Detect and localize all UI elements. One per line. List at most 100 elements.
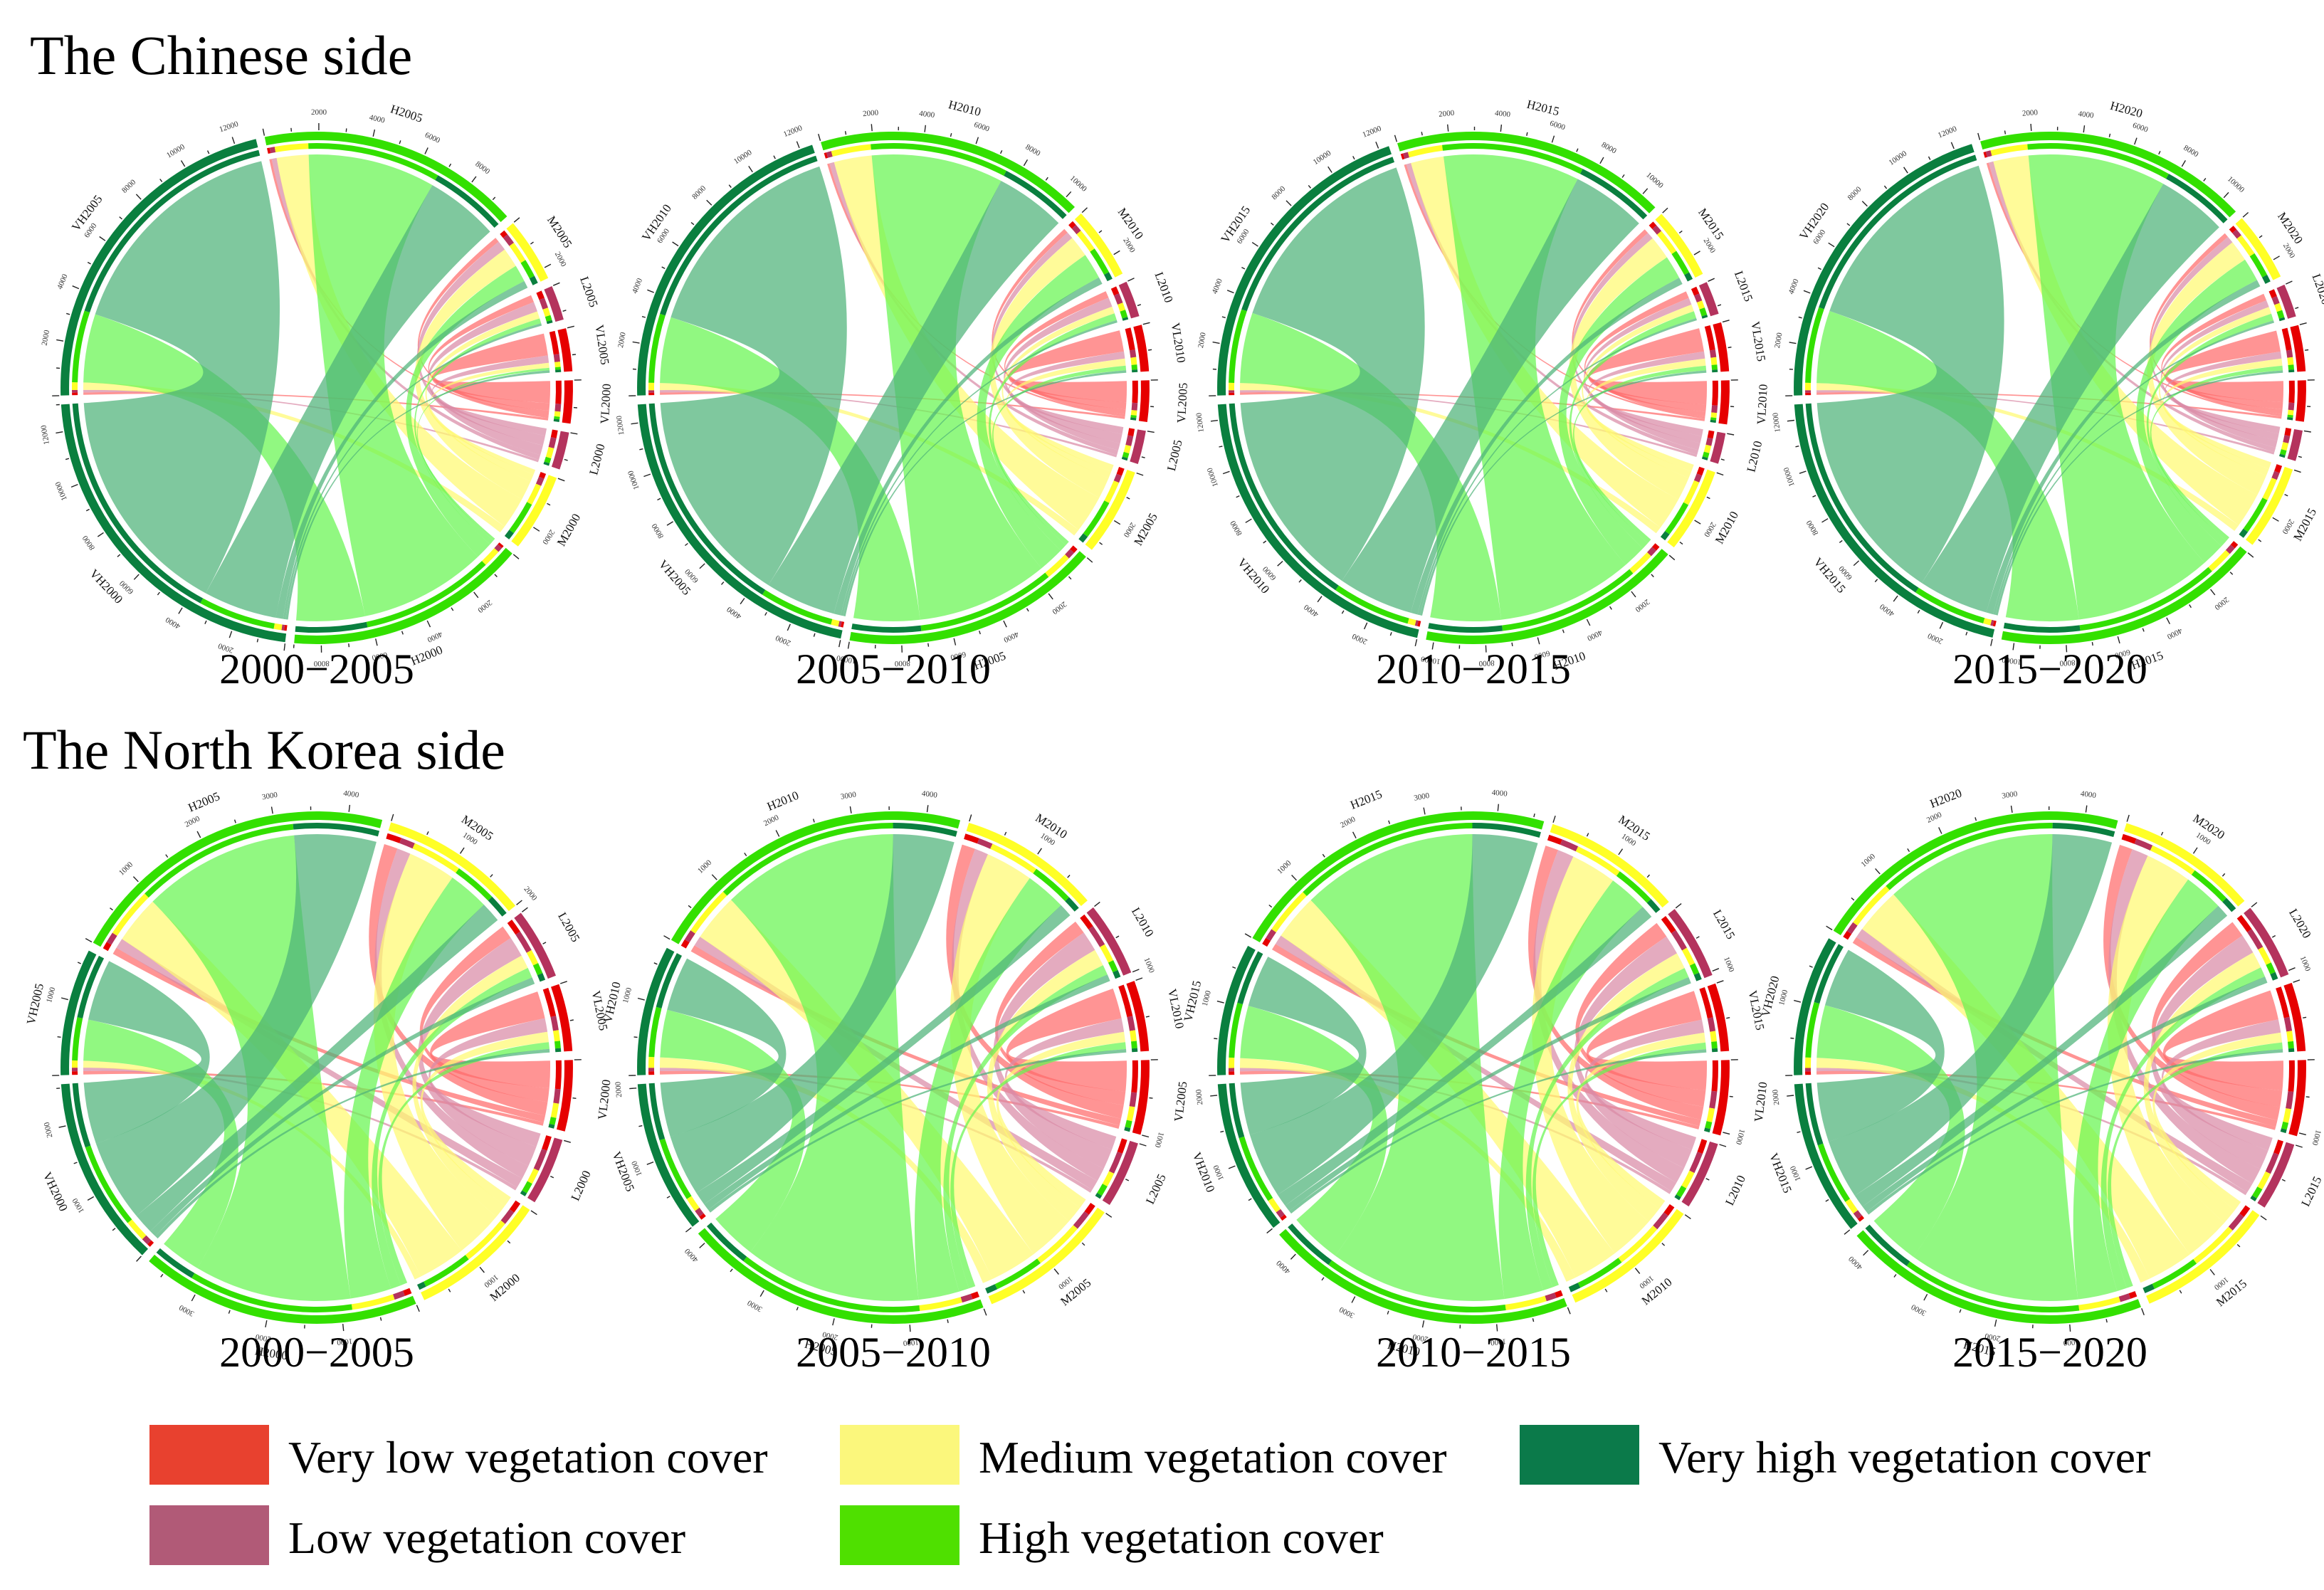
sector-subband xyxy=(72,389,78,393)
axis-tick xyxy=(451,607,454,611)
sector-subband xyxy=(1130,410,1137,416)
axis-tick xyxy=(1081,1242,1085,1246)
axis-tick xyxy=(552,282,560,286)
sector-subband xyxy=(399,838,415,849)
chord-ribbon xyxy=(1816,949,1945,1142)
sector-arc xyxy=(1794,404,1995,638)
sector-subband xyxy=(106,932,117,945)
tick-label: 1000 xyxy=(1734,1128,1746,1146)
sector-subband xyxy=(1505,1295,1547,1310)
axis-tick xyxy=(950,133,952,137)
axis-tick xyxy=(2272,517,2279,522)
sector-subband xyxy=(1130,417,1137,421)
sector-subband xyxy=(2287,357,2294,365)
axis-tick xyxy=(1844,1229,1851,1235)
sector-subband xyxy=(2262,275,2271,284)
sector-subband xyxy=(2286,1091,2294,1110)
axis-tick xyxy=(2066,645,2068,653)
axis-tick xyxy=(775,830,780,837)
axis-tick xyxy=(1661,1243,1666,1246)
sector-subband xyxy=(456,868,493,901)
sector-subband xyxy=(1711,364,1718,370)
tick-label: 3000 xyxy=(840,790,857,801)
sector-subband xyxy=(1845,1199,1858,1213)
chord-ribbon xyxy=(2108,849,2261,1184)
sector-subband xyxy=(1068,221,1076,229)
axis-tick xyxy=(1141,456,1145,458)
axis-tick xyxy=(690,221,695,226)
axis-tick xyxy=(764,611,767,616)
axis-tick xyxy=(191,1294,196,1302)
axis-tick xyxy=(2222,873,2226,877)
chord-ribbon xyxy=(2150,935,2268,1169)
chord-ribbon xyxy=(1816,165,2004,584)
sector-subband xyxy=(520,1190,527,1196)
sector-subband xyxy=(1671,930,1687,951)
sector-subband xyxy=(2274,302,2283,312)
axis-tick xyxy=(1245,518,1252,523)
sector-subband xyxy=(1335,585,1409,624)
axis-tick xyxy=(1266,1228,1273,1234)
chord-ribbon xyxy=(378,1042,550,1285)
sector-arc xyxy=(966,823,1088,906)
sector-subband xyxy=(1691,286,1700,296)
axis-tick xyxy=(685,1227,692,1233)
axis-tick xyxy=(97,532,104,537)
axis-tick xyxy=(1220,1130,1224,1133)
sector-arc xyxy=(1572,1209,1684,1303)
axis-tick xyxy=(533,527,540,532)
sector-arc xyxy=(1980,132,2236,218)
axis-tick xyxy=(643,473,651,478)
axis-tick xyxy=(2298,456,2302,458)
sector-subband xyxy=(144,823,294,898)
axis-tick xyxy=(871,124,873,132)
period-label: 2010−2015 xyxy=(1376,646,1571,693)
period-label: 2005−2010 xyxy=(796,1329,991,1376)
sector-subband xyxy=(550,1102,559,1118)
axis-tick xyxy=(530,1210,537,1216)
sector-subband xyxy=(1110,286,1120,296)
sector-subband xyxy=(72,1017,83,1061)
chord-ribbon xyxy=(700,900,1034,1279)
sector-subband xyxy=(1104,272,1113,282)
sector-subband xyxy=(269,147,276,154)
chord-ribbon xyxy=(2158,307,2271,476)
axis-tick xyxy=(262,128,265,136)
legend-label-medium: Medium vegetation cover xyxy=(979,1432,1447,1483)
axis-tick xyxy=(1147,431,1155,433)
legend-item-very-high: Very high vegetation cover xyxy=(1520,1425,2150,1485)
axis-tick xyxy=(564,1139,571,1143)
sector-subband xyxy=(553,1088,561,1104)
sector-subband xyxy=(412,843,459,873)
sector-subband xyxy=(295,621,368,633)
axis-tick xyxy=(1567,1307,1571,1315)
chord-ribbon xyxy=(2147,242,2266,495)
sector-arc xyxy=(511,475,557,547)
axis-tick xyxy=(2142,628,2145,632)
sector-subband xyxy=(1804,1068,1811,1072)
axis-tick xyxy=(1268,904,1273,908)
axis-tick xyxy=(424,147,428,154)
axis-tick xyxy=(2160,831,2164,836)
sector-subband xyxy=(1906,1261,2080,1312)
axis-tick xyxy=(1604,1288,1608,1292)
axis-tick xyxy=(1026,608,1029,612)
sector-subband xyxy=(1132,380,1138,404)
sector-subband xyxy=(2281,327,2292,351)
axis-tick xyxy=(1609,606,1612,610)
axis-tick xyxy=(979,631,981,635)
axis-tick xyxy=(1037,848,1042,855)
sector-arc xyxy=(2257,1142,2295,1208)
axis-tick xyxy=(1812,495,1816,497)
chord-ribbon xyxy=(950,854,1069,1255)
sector-subband xyxy=(1660,531,1670,541)
axis-tick xyxy=(1135,977,1143,981)
axis-tick xyxy=(1825,1199,1829,1202)
axis-tick xyxy=(1723,1132,1730,1135)
sector-subband xyxy=(1709,1090,1718,1109)
tick-label: 10000 xyxy=(1420,654,1441,665)
sector-arc xyxy=(1794,938,1836,1075)
sector-subband xyxy=(1442,142,1583,174)
sector-subband xyxy=(1122,451,1130,458)
axis-tick xyxy=(759,1290,764,1297)
